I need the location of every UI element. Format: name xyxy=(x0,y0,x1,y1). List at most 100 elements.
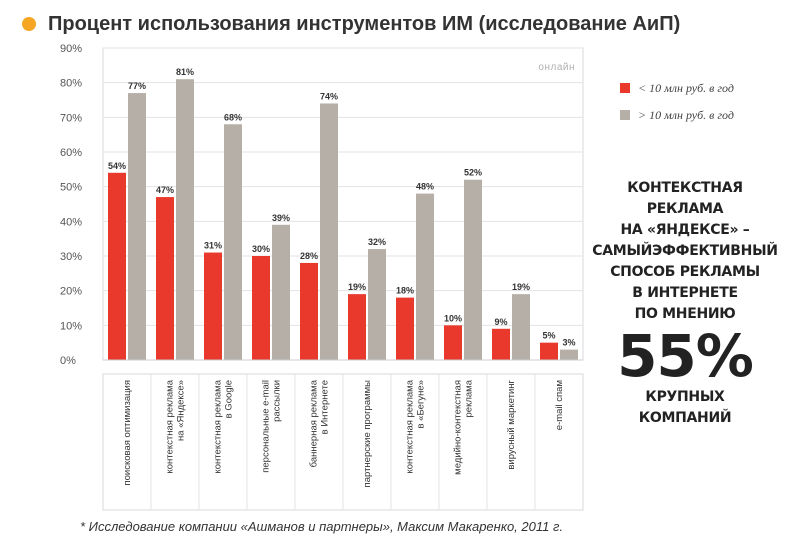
legend-label-large: > 10 млн руб. в год xyxy=(638,107,734,122)
y-tick-label: 20% xyxy=(60,286,82,298)
category-label: поисковая оптимизация xyxy=(122,380,133,486)
callout-line: КРУПНЫХ xyxy=(645,389,725,405)
bar-large xyxy=(512,294,530,360)
title-row: Процент использования инструментов ИМ (и… xyxy=(22,10,680,38)
callout-line: НА «ЯНДЕКСЕ» – xyxy=(620,222,750,238)
bar-small xyxy=(300,262,318,360)
footnote: * Исследование компании «Ашманов и партн… xyxy=(80,519,563,534)
category-label-line: контекстная реклама xyxy=(213,379,224,473)
category-label-line: персональные e-mail xyxy=(261,380,272,473)
category-label-line: поисковая оптимизация xyxy=(122,380,133,486)
data-label: 19% xyxy=(348,282,366,292)
data-label: 54% xyxy=(108,161,126,171)
y-tick-label: 40% xyxy=(60,216,82,228)
bar-small xyxy=(252,256,270,360)
bar-small xyxy=(444,325,462,360)
callout-line: РЕКЛАМА xyxy=(646,201,724,217)
legend-label-small: < 10 млн руб. в год xyxy=(638,80,734,95)
bar-small xyxy=(492,328,510,360)
data-label: 19% xyxy=(512,282,530,292)
bar-large xyxy=(176,79,194,360)
callout-line: КОНТЕКСТНАЯ xyxy=(627,180,743,196)
category-label: баннерная рекламав Интернете xyxy=(309,379,331,467)
bar-small xyxy=(204,252,222,360)
bar-small xyxy=(540,342,558,360)
legend-item-large: > 10 млн руб. в год xyxy=(620,107,734,123)
bar-large xyxy=(464,179,482,360)
data-label: 39% xyxy=(272,213,290,223)
callout-line: ПО МНЕНИЮ xyxy=(634,306,736,322)
category-label: e-mail спам xyxy=(554,380,565,430)
callout-line: КОМПАНИЙ xyxy=(638,410,732,426)
page-title: Процент использования инструментов ИМ (и… xyxy=(48,12,681,35)
y-tick-label: 60% xyxy=(60,147,82,159)
category-label-line: контекстная реклама xyxy=(405,379,416,473)
bar-large xyxy=(416,193,434,360)
category-label: партнерские программы xyxy=(362,380,373,488)
data-label: 74% xyxy=(320,91,338,101)
category-label-line: в Google xyxy=(224,380,235,418)
category-label-line: в Интернете xyxy=(320,380,331,434)
category-label-line: контекстная реклама xyxy=(165,379,176,473)
callout-big-percent: 55% xyxy=(617,322,754,390)
bar-large xyxy=(560,349,578,360)
bar-large xyxy=(128,93,146,361)
category-label-line: медийно-контекстная xyxy=(453,380,464,475)
data-label: 68% xyxy=(224,112,242,122)
chart-legend: < 10 млн руб. в год > 10 млн руб. в год xyxy=(620,80,734,134)
data-label: 9% xyxy=(494,317,507,327)
category-label: персональные e-mailрассылки xyxy=(261,380,283,473)
category-label: контекстная рекламав «Бегуне» xyxy=(405,379,427,473)
callout-line: СПОСОБ РЕКЛАМЫ xyxy=(610,264,760,280)
y-tick-label: 0% xyxy=(60,355,76,367)
bar-large xyxy=(224,124,242,361)
category-label-line: реклама xyxy=(464,379,475,417)
data-label: 77% xyxy=(128,81,146,91)
data-label: 52% xyxy=(464,168,482,178)
category-label: вирусный маркетинг xyxy=(506,379,517,469)
legend-swatch-gray xyxy=(620,110,630,120)
y-tick-label: 80% xyxy=(60,78,82,90)
category-label-line: e-mail спам xyxy=(554,380,565,430)
plot-frame xyxy=(102,47,584,361)
legend-swatch-red xyxy=(620,83,630,93)
data-label: 18% xyxy=(396,286,414,296)
category-label-line: вирусный маркетинг xyxy=(506,379,517,469)
y-tick-label: 90% xyxy=(60,43,82,55)
bar-small xyxy=(156,197,174,360)
y-tick-label: 30% xyxy=(60,251,82,263)
bar-large xyxy=(272,224,290,360)
data-label: 5% xyxy=(542,331,555,341)
orange-bullet-icon xyxy=(22,17,36,31)
legend-item-small: < 10 млн руб. в год xyxy=(620,80,734,96)
data-label: 10% xyxy=(444,313,462,323)
bar-large xyxy=(368,249,386,360)
callout-text: КОНТЕКСТНАЯ РЕКЛАМА НА «ЯНДЕКСЕ» – САМЫЙ… xyxy=(585,178,785,429)
y-tick-label: 70% xyxy=(60,112,82,124)
data-label: 48% xyxy=(416,182,434,192)
data-label: 47% xyxy=(156,185,174,195)
y-tick-label: 10% xyxy=(60,320,82,332)
data-label: 28% xyxy=(300,251,318,261)
category-label-line: партнерские программы xyxy=(362,380,373,488)
chart-annotation: онлайн xyxy=(538,62,575,73)
y-tick-label: 50% xyxy=(60,182,82,194)
data-label: 31% xyxy=(204,241,222,251)
category-label-line: рассылки xyxy=(272,380,283,422)
data-label: 32% xyxy=(368,237,386,247)
bar-small xyxy=(348,294,366,360)
category-label: контекстная рекламав Google xyxy=(213,379,235,473)
bar-small xyxy=(396,297,414,360)
bar-small xyxy=(108,172,126,360)
category-label-line: баннерная реклама xyxy=(309,379,320,467)
category-label: медийно-контекстнаяреклама xyxy=(453,379,475,475)
category-label-line: в «Бегуне» xyxy=(416,380,427,429)
data-label: 81% xyxy=(176,67,194,77)
category-label-line: на «Яндексе» xyxy=(176,380,187,441)
category-label: контекстная рекламана «Яндексе» xyxy=(165,379,187,473)
bar-large xyxy=(320,103,338,360)
data-label: 30% xyxy=(252,244,270,254)
callout-line: САМЫЙЭФФЕКТИВНЫЙ xyxy=(592,243,778,259)
callout-line: В ИНТЕРНЕТЕ xyxy=(632,285,738,301)
